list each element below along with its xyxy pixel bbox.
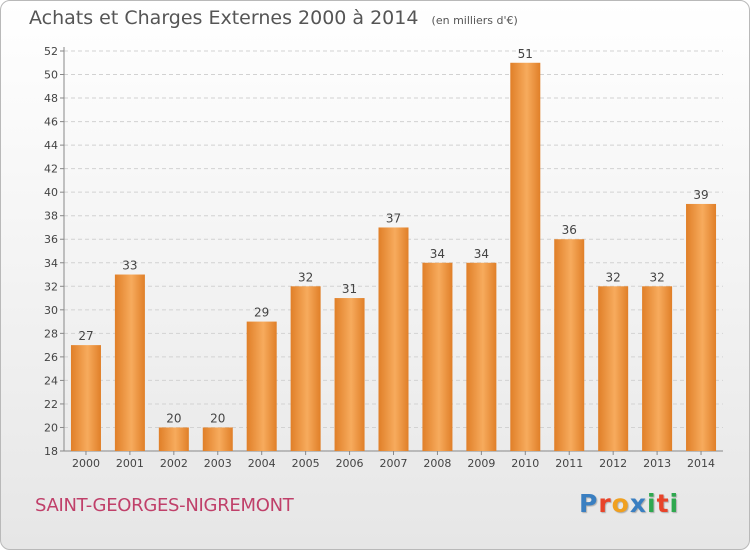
x-tick-label: 2007	[380, 457, 408, 470]
y-tick-label: 36	[44, 233, 58, 246]
chart-subtitle: (en milliers d'€)	[431, 14, 518, 27]
bar-2000	[70, 345, 101, 451]
bar-2002	[158, 427, 189, 451]
data-label: 32	[606, 270, 621, 284]
x-tick-label: 2000	[72, 457, 100, 470]
logo-letter: i	[669, 489, 680, 518]
y-tick-label: 50	[44, 69, 58, 82]
data-label: 29	[254, 306, 269, 320]
data-label: 20	[210, 411, 225, 425]
x-tick-label: 2005	[292, 457, 320, 470]
data-labels: 27 33 20 20 29 32 31 37 34 34 51 36 32 32 39	[78, 47, 708, 426]
y-tick-labels: 18 20 22 24 26 28 30 32 34 36 38 40 42 44 46 48 50 52	[44, 45, 58, 458]
y-tick-label: 46	[44, 116, 58, 129]
chart-header: Achats et Charges Externes 2000 à 2014 (…	[29, 7, 518, 29]
logo-letter: P	[579, 489, 599, 518]
logo-letter: r	[598, 489, 612, 518]
bar-2003	[202, 427, 233, 451]
data-label: 51	[518, 47, 533, 61]
bar-2007	[378, 227, 409, 451]
chart-title: Achats et Charges Externes 2000 à 2014	[29, 7, 419, 29]
bar-2010	[510, 62, 541, 451]
data-label: 33	[122, 259, 137, 273]
y-tick-label: 30	[44, 304, 58, 317]
y-tick-label: 34	[44, 257, 58, 270]
commune-name: SAINT-GEORGES-NIGREMONT	[35, 495, 294, 516]
data-label: 34	[474, 247, 489, 261]
bar-2014	[686, 203, 717, 451]
y-tick-label: 24	[44, 374, 58, 387]
data-label: 32	[298, 270, 313, 284]
data-label: 34	[430, 247, 445, 261]
logo-letter: o	[611, 489, 630, 518]
bar-2004	[246, 321, 277, 451]
y-tick-label: 20	[44, 421, 58, 434]
x-tick-label: 2014	[687, 457, 715, 470]
y-tick-label: 40	[44, 186, 58, 199]
data-label: 39	[693, 188, 708, 202]
x-tick-labels: 2000 2001 2002 2003 2004 2005 2006 2007 2008 2009…	[72, 451, 715, 470]
bar-2001	[114, 274, 145, 451]
x-tick-label: 2006	[336, 457, 364, 470]
x-tick-label: 2002	[160, 457, 188, 470]
x-tick-label: 2013	[643, 457, 671, 470]
y-tick-label: 18	[44, 445, 58, 458]
bar-2005	[290, 286, 321, 451]
data-label: 20	[166, 411, 181, 425]
x-tick-label: 2003	[204, 457, 232, 470]
bar-2013	[642, 286, 673, 451]
y-tick-label: 28	[44, 327, 58, 340]
data-label: 37	[386, 211, 401, 225]
x-tick-label: 2012	[599, 457, 627, 470]
bar-2008	[422, 262, 453, 451]
x-tick-label: 2004	[248, 457, 276, 470]
data-label: 27	[78, 329, 93, 343]
logo-letter: x	[629, 489, 647, 518]
x-tick-label: 2008	[423, 457, 451, 470]
y-tick-label: 26	[44, 351, 58, 364]
bar-2012	[598, 286, 629, 451]
y-tick-label: 44	[44, 139, 58, 152]
x-tick-label: 2011	[555, 457, 583, 470]
y-tick-label: 48	[44, 92, 58, 105]
proxiti-logo[interactable]: Proxiti	[579, 489, 679, 518]
y-tick-label: 52	[44, 45, 58, 58]
bars	[70, 62, 717, 451]
logo-letter: t	[656, 489, 670, 518]
x-tick-label: 2010	[511, 457, 539, 470]
y-tick-label: 22	[44, 398, 58, 411]
x-tick-label: 2001	[116, 457, 144, 470]
data-label: 36	[562, 223, 577, 237]
bar-2009	[466, 262, 497, 451]
data-label: 31	[342, 282, 357, 296]
y-tick-label: 32	[44, 280, 58, 293]
bar-2006	[334, 298, 365, 451]
y-tick-label: 38	[44, 210, 58, 223]
data-label: 32	[649, 270, 664, 284]
logo-letter: i	[647, 489, 657, 518]
bar-2011	[554, 239, 585, 451]
y-tick-label: 42	[44, 163, 58, 176]
x-tick-label: 2009	[467, 457, 495, 470]
